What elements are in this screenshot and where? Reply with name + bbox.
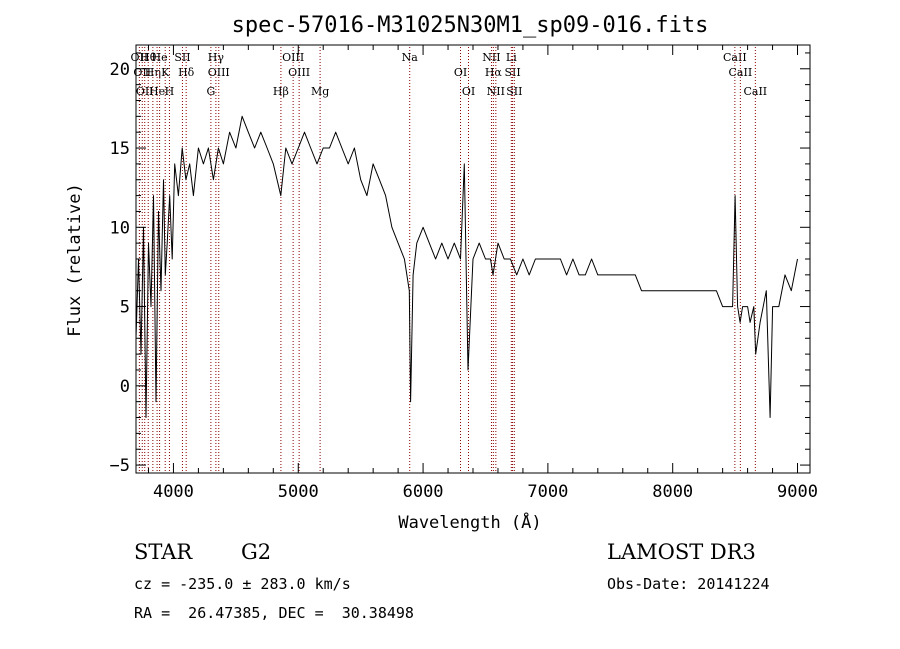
spectrum-line bbox=[135, 115, 798, 418]
line-marker-label-20: OI bbox=[462, 85, 475, 98]
line-marker-label-8: H bbox=[165, 85, 175, 98]
line-marker-label-0: OII bbox=[131, 51, 149, 64]
y-tick-label: 15 bbox=[110, 139, 130, 159]
y-tick-label: 10 bbox=[110, 218, 130, 238]
line-marker-label-28: CaII bbox=[729, 66, 753, 79]
y-tick-label: −5 bbox=[110, 456, 130, 476]
line-marker-label-10: Hδ bbox=[178, 66, 195, 79]
y-axis-label: Flux (relative) bbox=[65, 183, 85, 337]
y-tick-label: 20 bbox=[110, 60, 130, 80]
line-marker-label-11: G bbox=[206, 85, 215, 98]
line-marker-label-29: CaII bbox=[743, 85, 767, 98]
line-marker-label-7: K bbox=[161, 66, 170, 79]
x-axis-label: Wavelength (Å) bbox=[398, 511, 541, 533]
line-marker-label-25: SII bbox=[504, 66, 520, 79]
line-marker-label-21: NII bbox=[482, 51, 500, 64]
line-marker-label-17: Mg bbox=[311, 85, 329, 98]
line-marker-label-26: SII bbox=[506, 85, 522, 98]
subclass-label: G2 bbox=[241, 540, 272, 564]
x-tick-label: 7000 bbox=[527, 482, 568, 502]
line-marker-label-12: Hγ bbox=[208, 51, 225, 64]
x-tick-label: 9000 bbox=[777, 482, 818, 502]
line-marker-label-14: Hβ bbox=[273, 85, 289, 98]
redshift-text: cz = -235.0 ± 283.0 km/s bbox=[134, 575, 351, 593]
line-marker-label-27: CaII bbox=[723, 51, 747, 64]
line-marker-label-9: SII bbox=[174, 51, 190, 64]
axis-ticks: 4000 5000 6000 7000 8000 9000 −5 0 5 10 15 20 bbox=[110, 45, 818, 502]
x-tick-label: 4000 bbox=[153, 482, 194, 502]
line-marker-label-23: NII bbox=[487, 85, 505, 98]
line-marker-label-2: OII bbox=[136, 85, 154, 98]
line-marker-label-19: OI bbox=[454, 66, 467, 79]
line-marker-label-24: Li bbox=[506, 51, 517, 64]
line-marker-label-22: Hα bbox=[485, 66, 503, 79]
x-tick-label: 5000 bbox=[278, 482, 319, 502]
y-tick-label: 5 bbox=[120, 298, 130, 318]
chart-title: spec-57016-M31025N30M1_sp09-016.fits bbox=[232, 13, 709, 38]
y-tick-label: 0 bbox=[120, 377, 130, 397]
class-label: STAR bbox=[134, 540, 193, 564]
line-marker-label-4: Hη bbox=[145, 66, 161, 79]
obs-date-text: Obs-Date: 20141224 bbox=[607, 575, 770, 593]
line-marker-label-3: Hθ bbox=[140, 51, 157, 64]
x-tick-label: 6000 bbox=[403, 482, 444, 502]
line-markers: OIIOIIOIIHθHηHeHeKHSIIHδGHγOIIIHβOIIIOII… bbox=[131, 47, 767, 473]
line-marker-label-15: OIII bbox=[282, 51, 304, 64]
line-marker-label-5: He bbox=[149, 85, 165, 98]
x-tick-label: 8000 bbox=[652, 482, 693, 502]
line-marker-label-16: OIII bbox=[288, 66, 310, 79]
line-marker-label-6: He bbox=[152, 51, 168, 64]
survey-label: LAMOST DR3 bbox=[607, 540, 756, 564]
line-marker-label-13: OIII bbox=[208, 66, 230, 79]
line-marker-label-18: Na bbox=[402, 51, 419, 64]
spectrum-group bbox=[135, 115, 798, 418]
coordinates-text: RA = 26.47385, DEC = 30.38498 bbox=[134, 604, 414, 622]
